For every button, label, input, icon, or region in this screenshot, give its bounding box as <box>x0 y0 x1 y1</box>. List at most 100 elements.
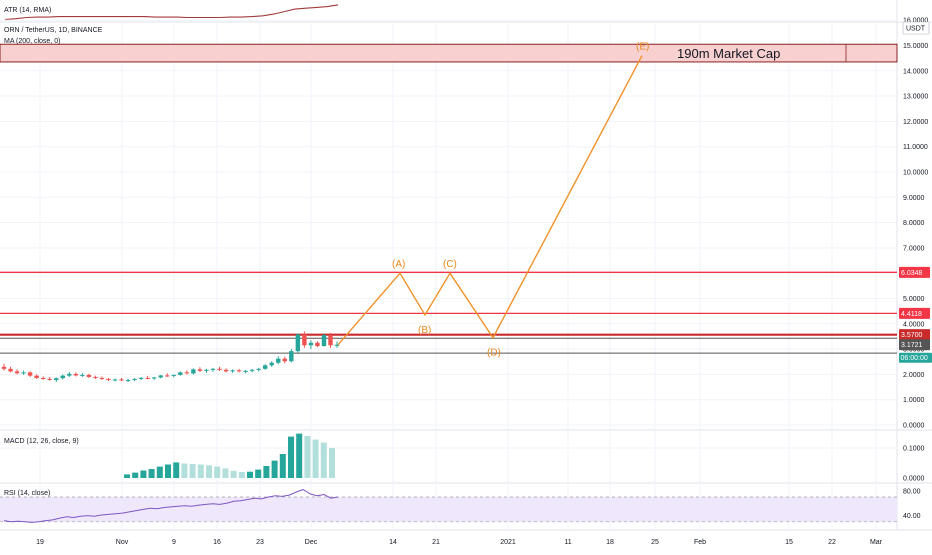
candle-body <box>112 379 118 381</box>
macd-bar <box>279 454 286 478</box>
wave-label: (D) <box>487 348 501 359</box>
rsi-tick-label: 40.00 <box>903 513 921 520</box>
ma-legend[interactable]: MA (200, close, 0) <box>4 38 61 45</box>
candle-body <box>263 365 268 369</box>
candle-body <box>145 377 150 379</box>
candle-body <box>14 371 20 374</box>
level-price-tag <box>899 266 930 278</box>
candle-body <box>315 342 320 347</box>
price-tick-label: 9.0000 <box>903 195 925 202</box>
macd-bar <box>304 436 311 478</box>
level-price-tag <box>899 307 930 319</box>
macd-legend[interactable]: MACD (12, 26, close, 9) <box>4 438 79 445</box>
macd-bar <box>312 439 319 478</box>
candle-body <box>60 375 65 379</box>
price-tick-label: 4.0000 <box>903 321 925 328</box>
time-tick-label: 25 <box>651 539 659 546</box>
candle-body <box>197 369 203 371</box>
candle-body <box>54 378 59 380</box>
candle-body <box>138 377 144 379</box>
candle-body <box>289 351 294 362</box>
time-tick-label: 23 <box>256 539 264 546</box>
price-tick-label: 5.0000 <box>903 296 925 303</box>
candle-body <box>151 377 157 379</box>
time-tick-label: Dec <box>305 539 318 546</box>
time-tick-label: Nov <box>116 539 129 546</box>
candle-body <box>184 372 190 374</box>
macd-bar <box>320 442 327 478</box>
time-tick-label: Mar <box>870 539 883 546</box>
candle-body <box>295 334 301 352</box>
currency-label: USDT <box>906 26 926 33</box>
macd-bar <box>165 464 171 478</box>
time-tick-label: 11 <box>564 539 571 546</box>
candle-body <box>334 344 340 346</box>
price-tick-label: 12.0000 <box>903 119 928 126</box>
price-tick-label: 13.0000 <box>903 94 928 101</box>
level-price-tag <box>899 329 930 341</box>
countdown-tag <box>899 352 932 363</box>
macd-bar <box>148 469 155 478</box>
macd-bar <box>263 466 270 478</box>
price-tick-label: 10.0000 <box>903 170 928 177</box>
price-tick-label: 14.0000 <box>903 68 928 75</box>
level-price-label: 4.4118 <box>901 311 922 318</box>
price-tick-label: 8.0000 <box>903 220 925 227</box>
wave-label: (C) <box>443 259 457 270</box>
candle-body <box>86 374 92 377</box>
candle-body <box>165 375 170 377</box>
macd-bar <box>189 463 196 478</box>
macd-tick-label: 0.1000 <box>903 446 925 453</box>
candle-body <box>99 377 105 379</box>
candle-body <box>308 342 314 346</box>
price-tick-label: 2.0000 <box>903 372 925 379</box>
candle-body <box>171 374 176 376</box>
wave-label: (B) <box>418 325 431 336</box>
price-tick-label: 7.0000 <box>903 245 925 252</box>
candle-body <box>1 366 7 369</box>
candle-body <box>132 378 137 380</box>
candle-body <box>73 373 79 376</box>
level-price-label: 3.5700 <box>901 332 923 339</box>
macd-bar <box>214 466 221 478</box>
market-cap-box <box>0 43 898 63</box>
macd-bar <box>156 466 163 478</box>
candle-body <box>158 375 163 378</box>
time-tick-label: Feb <box>694 539 706 546</box>
candle-body <box>249 369 255 371</box>
symbol-legend[interactable]: ORN / TetherUS, 1D, BINANCE <box>4 27 103 34</box>
rsi-tick-label: 80.00 <box>903 488 921 495</box>
countdown-label: 06:00:00 <box>901 355 928 362</box>
time-tick-label: 14 <box>389 539 397 546</box>
candle-body <box>302 334 307 346</box>
rsi-line <box>3 489 339 523</box>
candle-body <box>328 335 333 346</box>
macd-bar <box>197 464 204 478</box>
candle-body <box>282 358 287 362</box>
wave-label: (E) <box>636 42 649 53</box>
macd-bar <box>288 436 294 478</box>
currency-box <box>902 21 930 35</box>
macd-bar <box>173 462 180 478</box>
level-price-label: 3.1721 <box>901 342 923 349</box>
macd-bar <box>296 433 303 478</box>
candle-body <box>80 374 85 376</box>
atr-line <box>4 4 339 21</box>
price-tick-label: 1.0000 <box>903 397 925 404</box>
candle-body <box>40 377 46 379</box>
atr-legend[interactable]: ATR (14, RMA) <box>4 7 52 14</box>
macd-bar <box>181 463 188 478</box>
time-tick-label: 2021 <box>500 539 516 546</box>
rsi-legend[interactable]: RSI (14, close) <box>4 490 51 497</box>
macd-bar <box>206 465 212 478</box>
macd-bar <box>222 468 229 478</box>
candle-body <box>204 369 209 371</box>
candle-body <box>230 370 235 372</box>
time-tick-label: 18 <box>606 539 614 546</box>
price-tick-label: 0.0000 <box>903 423 925 430</box>
candle-body <box>223 369 229 372</box>
candle-body <box>21 372 26 374</box>
candle-body <box>321 335 327 347</box>
